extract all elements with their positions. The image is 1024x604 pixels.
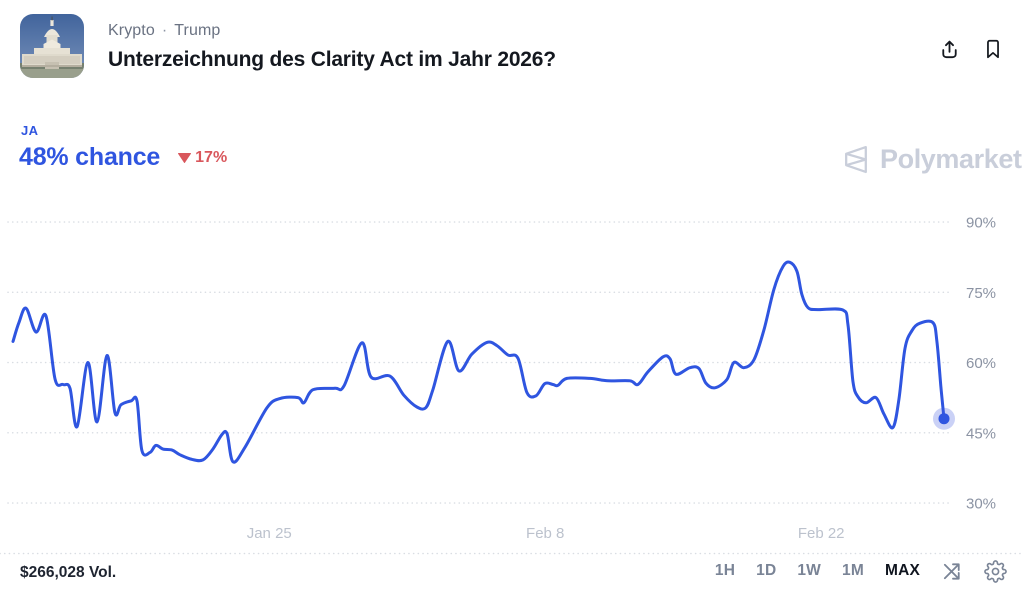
share-button[interactable] (936, 36, 962, 62)
y-tick-label: 75% (966, 285, 996, 302)
price-change-value: 17% (195, 148, 228, 166)
capitol-illustration (20, 14, 84, 78)
range-button-max[interactable]: MAX (884, 560, 921, 582)
header-actions (936, 36, 1006, 62)
breadcrumb-separator: · (161, 22, 168, 39)
y-tick-label: 60% (966, 355, 996, 372)
chart-area[interactable]: 90% 75% 60% 45% 30% Jan 25 Feb 8 Feb 22 (0, 195, 1024, 560)
watermark: Polymarket (841, 144, 1022, 175)
share-upload-icon (941, 40, 957, 58)
chart-controls: 1H 1D 1W 1M MAX (714, 559, 1007, 583)
bookmark-button[interactable] (980, 36, 1006, 62)
range-selector: 1H 1D 1W 1M MAX (714, 560, 921, 582)
volume-label: $266,028 Vol. (20, 564, 117, 581)
header-text: Krypto · Trump Unterzeichnung des Clarity … (108, 22, 556, 72)
watermark-wordmark: Polymarket (880, 144, 1022, 174)
settings-button[interactable] (983, 559, 1007, 583)
price-change-badge: 17% (178, 149, 227, 167)
gear-icon (983, 559, 1007, 583)
outcome-label: JA (21, 123, 39, 138)
page-title: Unterzeichnung des Clarity Act im Jahr 2… (108, 48, 556, 71)
market-image-capitol (20, 14, 84, 78)
chance-row: 48% chance 17% (19, 143, 227, 172)
breadcrumb: Krypto · Trump (108, 22, 556, 40)
y-tick-label: 90% (966, 215, 996, 232)
x-tick-label: Feb 8 (526, 525, 564, 542)
breadcrumb-tag[interactable]: Trump (174, 22, 221, 39)
y-tick-label: 30% (966, 496, 996, 513)
range-button-1h[interactable]: 1H (714, 560, 736, 582)
breadcrumb-category[interactable]: Krypto (108, 22, 155, 39)
current-price-dot (938, 413, 950, 425)
shuffle-arrows-icon (943, 562, 960, 580)
x-tick-label: Feb 22 (798, 525, 845, 542)
range-button-1w[interactable]: 1W (796, 560, 822, 582)
x-tick-label: Jan 25 (247, 525, 292, 542)
range-button-1d[interactable]: 1D (755, 560, 777, 582)
down-arrow-icon (178, 152, 192, 163)
polymarket-logo-icon (845, 145, 867, 174)
price-chart[interactable]: 90% 75% 60% 45% 30% Jan 25 Feb 8 Feb 22 (0, 195, 1024, 560)
compare-button[interactable] (940, 559, 964, 583)
y-tick-label: 45% (966, 425, 996, 442)
range-button-1m[interactable]: 1M (841, 560, 865, 582)
bookmark-icon (987, 39, 999, 59)
price-line (11, 260, 946, 464)
chance-value: 48% chance (19, 143, 161, 171)
